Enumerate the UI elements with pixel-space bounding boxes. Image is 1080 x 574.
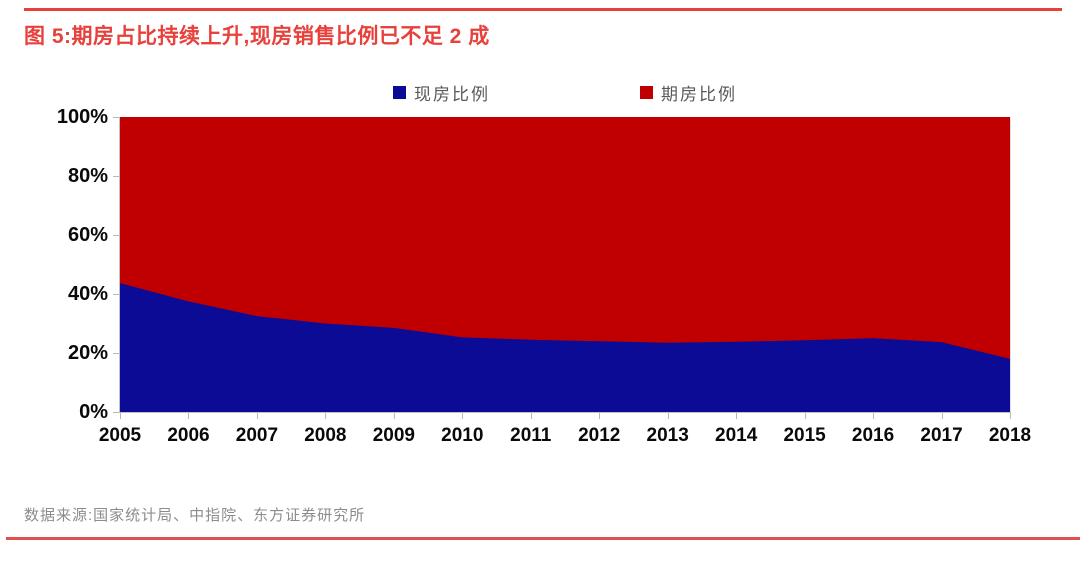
legend-item-existing-homes: 现房比例 bbox=[393, 80, 490, 105]
x-axis-tick bbox=[256, 413, 258, 419]
y-axis-tick bbox=[113, 353, 119, 354]
x-axis-label: 2010 bbox=[441, 425, 484, 446]
legend-label-presale-homes: 期房比例 bbox=[661, 85, 737, 104]
legend-item-presale-homes: 期房比例 bbox=[640, 80, 737, 105]
x-axis-label: 2016 bbox=[851, 425, 895, 446]
chart-legend: 现房比例 期房比例 bbox=[120, 80, 1010, 105]
top-divider bbox=[24, 8, 1062, 11]
x-axis-tick bbox=[804, 413, 806, 419]
plot-right-border bbox=[1010, 117, 1011, 412]
x-axis-tick bbox=[599, 413, 601, 419]
y-axis-tick bbox=[113, 294, 119, 295]
x-axis-tick bbox=[462, 413, 464, 419]
x-axis-label: 2014 bbox=[715, 425, 758, 446]
stacked-area-plot bbox=[120, 117, 1010, 412]
x-axis-label: 2006 bbox=[167, 425, 210, 446]
x-axis-label: 2018 bbox=[988, 425, 1032, 446]
y-axis-tick bbox=[113, 176, 119, 177]
chart-area: 0% 20% 40% 60% 80% 100% 2005 2006 2007 2008 2009 20… bbox=[56, 106, 1032, 446]
x-axis-label: 2005 bbox=[98, 425, 142, 446]
x-axis-label: 2017 bbox=[920, 425, 963, 446]
y-axis-tick bbox=[113, 117, 119, 118]
y-axis-label: 60% bbox=[67, 224, 108, 246]
x-axis-tick bbox=[188, 413, 190, 419]
x-axis-tick bbox=[393, 413, 395, 419]
x-axis-tick bbox=[667, 413, 669, 419]
y-axis-label: 100% bbox=[56, 106, 108, 128]
legend-swatch-red-icon bbox=[640, 86, 653, 99]
x-axis-label: 2009 bbox=[372, 425, 415, 446]
x-axis-label: 2015 bbox=[783, 425, 826, 446]
x-axis-line bbox=[113, 412, 1011, 413]
y-axis-label: 0% bbox=[79, 401, 108, 423]
y-axis-label: 20% bbox=[67, 342, 108, 364]
y-axis-label: 80% bbox=[67, 165, 108, 187]
legend-label-existing-homes: 现房比例 bbox=[414, 85, 490, 104]
x-axis-tick bbox=[736, 413, 738, 419]
x-axis-label: 2013 bbox=[646, 425, 689, 446]
y-axis-tick bbox=[113, 235, 119, 236]
x-axis-label: 2007 bbox=[235, 425, 279, 446]
x-axis-tick bbox=[873, 413, 875, 419]
x-axis-label: 2008 bbox=[304, 425, 347, 446]
x-axis-tick bbox=[1010, 413, 1011, 419]
x-axis-tick bbox=[120, 413, 121, 419]
source-note: 数据来源:国家统计局、中指院、东方证券研究所 bbox=[24, 507, 366, 524]
figure-title: 图 5:期房占比持续上升,现房销售比例已不足 2 成 bbox=[24, 25, 490, 48]
x-axis-label: 2011 bbox=[510, 425, 552, 446]
y-axis-tick bbox=[113, 412, 119, 413]
x-axis-tick bbox=[941, 413, 943, 419]
x-axis-label: 2012 bbox=[578, 425, 621, 446]
legend-swatch-blue-icon bbox=[393, 86, 406, 99]
y-axis-line bbox=[119, 117, 120, 413]
y-axis-label: 40% bbox=[67, 283, 108, 305]
x-axis-tick bbox=[530, 413, 532, 419]
bottom-divider bbox=[6, 537, 1080, 540]
x-axis-tick bbox=[325, 413, 327, 419]
